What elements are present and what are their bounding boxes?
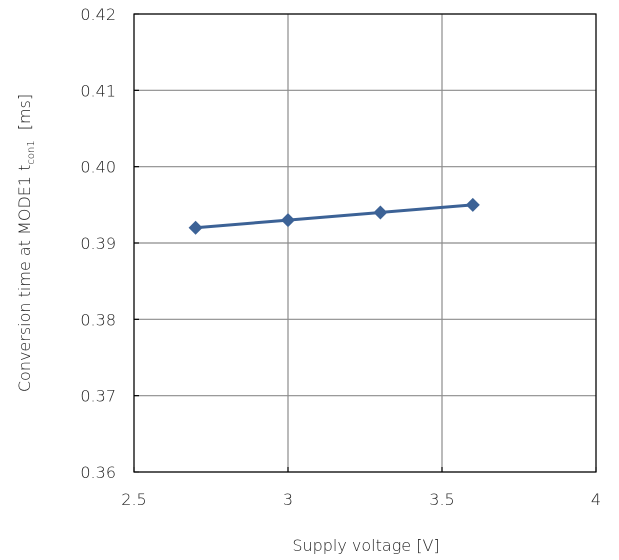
y-tick-labels: 0.36 0.37 0.38 0.39 0.40 0.41 0.42 — [80, 5, 116, 482]
y-tick-label: 0.36 — [80, 463, 116, 482]
series-group — [188, 197, 480, 235]
series-line — [195, 203, 473, 230]
data-point-marker — [373, 205, 388, 220]
y-axis-label-unit: [ms] — [15, 94, 34, 130]
data-point-marker — [188, 220, 203, 235]
y-axis-label-subscript: con1 — [26, 140, 37, 164]
x-axis-label: Supply voltage [V] — [292, 536, 439, 555]
y-tick-label: 0.37 — [80, 387, 116, 406]
y-axis-label: Conversion time at MODE1 tcon1 [ms] — [15, 94, 37, 392]
y-tick-label: 0.41 — [80, 81, 116, 100]
axis-ticks — [133, 13, 597, 473]
y-axis-label-prefix: Conversion time at MODE1 t — [15, 165, 34, 393]
y-tick-label: 0.42 — [80, 5, 116, 24]
y-tick-label: 0.39 — [80, 234, 116, 253]
data-point-marker — [281, 213, 295, 228]
x-tick-labels: 2.5 3 3.5 4 — [121, 490, 601, 509]
y-tick-label: 0.38 — [80, 310, 116, 329]
x-tick-label: 4 — [591, 490, 601, 509]
x-tick-label: 3 — [283, 490, 293, 509]
x-tick-label: 2.5 — [121, 490, 146, 509]
x-tick-label: 3.5 — [429, 490, 454, 509]
y-tick-label: 0.40 — [80, 158, 116, 177]
data-point-marker — [465, 197, 480, 212]
grid — [133, 13, 597, 473]
